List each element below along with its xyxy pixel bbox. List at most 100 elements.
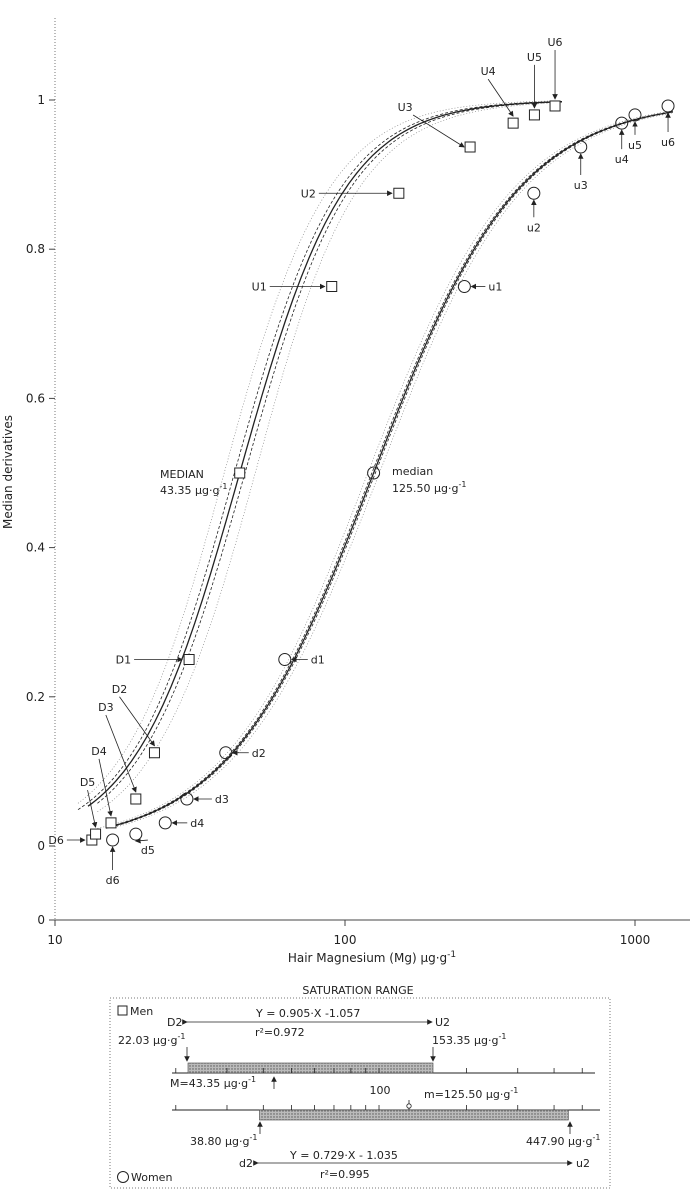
men-high-value-text: 153.35 µg·g: [432, 1034, 498, 1047]
men-label-U1: U1: [252, 281, 267, 294]
women-median-label: median: [392, 465, 433, 478]
women-median-text: m=125.50 µg·g-1: [424, 1086, 518, 1101]
men-arrow-D2: [119, 696, 155, 747]
women-label-u1: u1: [488, 281, 502, 294]
men-point-D2: [148, 747, 160, 759]
y-tick-label-5: 0.8: [26, 242, 45, 256]
women-point-median: [367, 466, 381, 480]
men-ci-lower: [97, 101, 563, 804]
saturation-range-panel: SATURATION RANGE Men Women D2 U2 Y = 0.9…: [109, 984, 611, 1189]
women-low-value-sup: -1: [249, 1133, 257, 1142]
women-legend-label: Women: [131, 1171, 172, 1184]
men-high-letter: U2: [435, 1016, 450, 1029]
men-ci-upper: [77, 101, 553, 811]
men-arrow-D5: [87, 789, 98, 828]
men-high-value: 153.35 µg·g-1: [432, 1032, 506, 1047]
men-point-U3: [464, 141, 476, 153]
men-point-D4: [105, 817, 117, 829]
men-label-U5: U5: [527, 51, 542, 64]
women-point-d2: [219, 746, 233, 760]
men-pi-upper: [77, 100, 553, 804]
women-label-u6: u6: [661, 136, 675, 149]
men-label-D6: D6: [48, 834, 63, 847]
women-high-value-text: 447.90 µg·g: [526, 1135, 592, 1148]
men-equation: Y = 0.905·X -1.057: [255, 1007, 360, 1020]
women-point-d5: [129, 827, 143, 841]
men-median-label: MEDIAN: [160, 468, 204, 481]
men-low-value-text: 22.03 µg·g: [118, 1034, 177, 1047]
women-median-value: 125.50 µg·g-1: [392, 480, 466, 495]
women-equation: Y = 0.729·X - 1.035: [289, 1149, 398, 1162]
x-axis-label-text: Hair Magnesium (Mg) µg·g: [288, 951, 447, 965]
men-arrow-D4: [98, 758, 113, 817]
men-label-D1: D1: [116, 654, 131, 667]
men-label-D2: D2: [112, 683, 127, 696]
men-point-D3: [130, 793, 142, 805]
women-point-u3: [574, 140, 588, 154]
men-median-text-sup: -1: [248, 1075, 256, 1084]
scale-label-100: 100: [370, 1084, 391, 1097]
women-point-u5: [628, 108, 642, 122]
women-low-letter: d2: [239, 1157, 253, 1170]
women-high-value-sup: -1: [592, 1133, 600, 1142]
women-scale-ticks: [175, 1105, 583, 1110]
men-label-U4: U4: [481, 65, 496, 78]
men-label-U6: U6: [548, 36, 563, 49]
x-tick-label-10: 10: [47, 933, 62, 947]
women-high-letter: u2: [576, 1157, 590, 1170]
women-point-u1: [457, 280, 471, 293]
men-label-U3: U3: [398, 101, 413, 114]
men-legend-square-icon: [117, 1005, 128, 1016]
women-point-d6: [106, 833, 120, 847]
men-median-value-text: 43.35 µg·g: [160, 484, 219, 497]
x-axis-label: Hair Magnesium (Mg) µg·g-1: [288, 950, 456, 965]
men-median-text: M=43.35 µg·g-1: [170, 1075, 256, 1090]
women-label-d4: d4: [190, 817, 204, 830]
women-label-d5: d5: [141, 844, 155, 857]
men-scale-ticks: [175, 1068, 583, 1073]
women-label-u5: u5: [628, 139, 642, 152]
women-label-d6: d6: [106, 874, 120, 887]
women-arrow-d5: [135, 837, 148, 844]
men-range-bar: [187, 1062, 434, 1074]
men-point-U6: [549, 100, 561, 112]
saturation-panel-frame: [109, 997, 611, 1189]
men-arrow-D3: [105, 714, 137, 793]
fitted-curves: [77, 100, 673, 829]
men-label-U2: U2: [301, 187, 316, 200]
women-ci-lower: [106, 111, 673, 829]
men-legend-label: Men: [130, 1005, 153, 1018]
men-point-U5: [528, 109, 540, 121]
women-high-value: 447.90 µg·g-1: [526, 1133, 600, 1148]
women-point-d1: [278, 653, 292, 666]
men-fit-curve: [87, 101, 563, 807]
men-r2: r²=0.972: [255, 1026, 305, 1039]
men-median-text-body: M=43.35 µg·g: [170, 1077, 248, 1090]
men-point-D1: [183, 654, 195, 665]
women-median-pointer-dot: [406, 1103, 412, 1109]
women-label-u3: u3: [574, 179, 588, 192]
men-pi-lower: [97, 102, 563, 812]
y-axis-label: Median derivatives: [1, 415, 15, 529]
y-tick-label-1: 0: [37, 839, 45, 853]
data-markers: [86, 99, 675, 847]
plot-area: 10 100 1000 0 0 0.2 0.4 0.6 0.8 1 D6 D5 D4 D3 D2 D1 U1 U…: [1, 18, 690, 965]
men-point-U4: [507, 117, 519, 129]
women-point-u2: [527, 186, 541, 200]
women-label-d2: d2: [252, 747, 266, 760]
women-label-u2: u2: [527, 221, 541, 234]
men-arrow-U3: [412, 114, 465, 148]
women-low-value-text: 38.80 µg·g: [190, 1135, 249, 1148]
women-ci-upper: [105, 111, 673, 828]
y-tick-label-6: 1: [37, 93, 45, 107]
men-point-U1: [326, 281, 338, 292]
x-tick-label-1000: 1000: [620, 933, 651, 947]
men-median-value: 43.35 µg·g-1: [160, 482, 227, 497]
women-median-text-sup: -1: [510, 1086, 518, 1095]
women-low-value: 38.80 µg·g-1: [190, 1133, 257, 1148]
men-label-D5: D5: [80, 776, 95, 789]
men-label-D4: D4: [91, 745, 106, 758]
men-high-value-sup: -1: [498, 1032, 506, 1041]
y-tick-label-4: 0.6: [26, 391, 45, 405]
